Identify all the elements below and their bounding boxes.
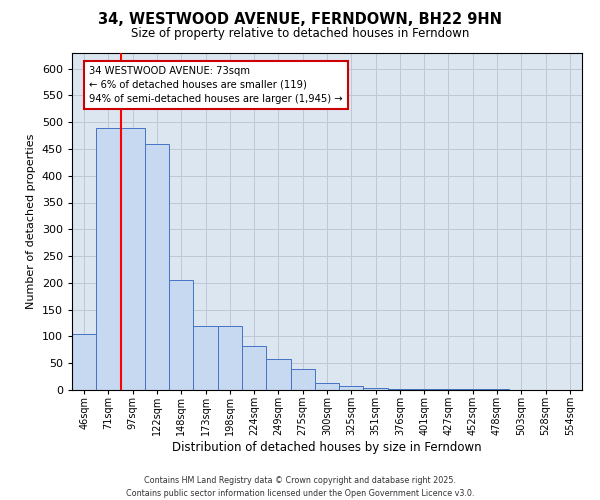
Bar [96,128,121,390]
Bar [193,326,218,390]
Bar [121,128,145,390]
Text: Contains HM Land Registry data © Crown copyright and database right 2025.
Contai: Contains HM Land Registry data © Crown c… [126,476,474,498]
Bar [72,334,96,390]
Bar [169,280,193,390]
Bar [388,389,412,390]
Bar [412,389,436,390]
X-axis label: Distribution of detached houses by size in Ferndown: Distribution of detached houses by size … [172,440,482,454]
Bar [266,360,290,390]
Bar [218,326,242,390]
Bar [242,346,266,390]
Bar [290,368,315,390]
Bar [315,383,339,390]
Text: Size of property relative to detached houses in Ferndown: Size of property relative to detached ho… [131,28,469,40]
Y-axis label: Number of detached properties: Number of detached properties [26,134,36,309]
Bar [145,144,169,390]
Bar [339,386,364,390]
Bar [364,388,388,390]
Text: 34, WESTWOOD AVENUE, FERNDOWN, BH22 9HN: 34, WESTWOOD AVENUE, FERNDOWN, BH22 9HN [98,12,502,28]
Text: 34 WESTWOOD AVENUE: 73sqm
← 6% of detached houses are smaller (119)
94% of semi-: 34 WESTWOOD AVENUE: 73sqm ← 6% of detach… [89,66,343,104]
